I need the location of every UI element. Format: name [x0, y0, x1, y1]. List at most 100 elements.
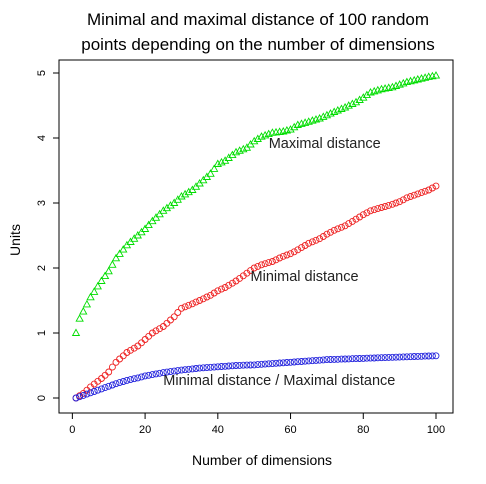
data-point: [388, 200, 396, 208]
data-point: [294, 358, 302, 366]
data-point: [148, 329, 156, 337]
data-point: [207, 291, 214, 299]
data-point: [257, 132, 266, 140]
data-point: [108, 363, 116, 371]
data-point: [253, 134, 262, 142]
data-point: [348, 99, 357, 107]
data-point: [432, 352, 440, 360]
data-point: [385, 353, 393, 361]
data-point: [199, 295, 207, 303]
series-ratio: [72, 352, 440, 402]
data-point: [104, 266, 113, 275]
data-point: [326, 109, 335, 117]
data-point: [127, 346, 134, 354]
data-point: [374, 205, 382, 213]
data-point: [410, 191, 418, 199]
data-point: [177, 191, 186, 200]
data-point: [123, 349, 131, 356]
data-point: [258, 360, 265, 368]
data-point: [221, 362, 229, 370]
data-point: [214, 287, 222, 295]
data-point: [319, 356, 327, 364]
data-point: [298, 358, 305, 365]
data-point: [294, 246, 302, 254]
data-point: [101, 384, 109, 392]
data-point: [261, 260, 269, 268]
data-point: [272, 359, 280, 367]
x-tick-label: 80: [357, 424, 369, 436]
x-tick-label: 40: [212, 424, 224, 436]
data-point: [105, 382, 113, 390]
data-point: [396, 353, 404, 361]
data-point: [315, 113, 324, 122]
data-point: [105, 368, 113, 376]
data-point: [308, 357, 316, 365]
data-point: [210, 289, 218, 297]
data-point: [162, 203, 172, 212]
data-point: [359, 211, 367, 219]
data-point: [218, 363, 225, 370]
annotation-label: Minimal distance / Maximal distance: [163, 373, 395, 389]
data-point: [141, 336, 149, 343]
data-point: [156, 325, 164, 333]
data-point: [94, 386, 102, 394]
data-point: [101, 371, 109, 379]
data-point: [250, 264, 258, 272]
data-point: [213, 159, 222, 167]
data-point: [428, 352, 436, 360]
data-point: [388, 82, 397, 91]
data-point: [82, 299, 92, 308]
data-point: [287, 358, 294, 366]
data-point: [385, 201, 393, 209]
data-point: [218, 285, 225, 293]
data-point: [337, 104, 346, 112]
data-point: [134, 374, 142, 382]
data-point: [239, 144, 248, 153]
data-point: [272, 256, 280, 264]
data-point: [363, 209, 371, 217]
data-point: [100, 271, 110, 280]
data-point: [356, 213, 364, 221]
y-tick-label: 2: [36, 265, 48, 271]
data-point: [381, 203, 389, 210]
data-point: [265, 360, 273, 368]
annotation-label: Minimal distance: [251, 269, 359, 285]
data-point: [378, 204, 385, 211]
y-tick-label: 5: [36, 70, 48, 76]
data-point: [283, 251, 291, 259]
data-point: [322, 110, 332, 119]
y-axis: 0 1 2 3 4 5: [36, 70, 60, 401]
data-point: [374, 354, 382, 362]
data-point: [276, 359, 284, 367]
data-point: [116, 379, 124, 387]
data-point: [159, 369, 167, 377]
data-point: [144, 220, 153, 229]
data-point: [188, 300, 196, 308]
data-point: [156, 369, 164, 377]
x-tick-label: 60: [284, 424, 296, 436]
data-point: [196, 297, 204, 304]
x-axis: 0 20 40 60 80 100: [69, 412, 445, 436]
data-point: [330, 226, 338, 234]
data-point: [115, 249, 124, 257]
data-point: [323, 230, 331, 238]
data-point: [290, 248, 298, 256]
x-tick-label: 100: [427, 424, 445, 436]
data-point: [141, 372, 149, 380]
data-point: [340, 102, 350, 111]
data-point: [178, 366, 185, 374]
data-point: [228, 279, 236, 287]
data-point: [351, 97, 361, 106]
data-point: [243, 361, 251, 369]
data-point: [163, 368, 171, 376]
data-point: [167, 368, 174, 376]
y-tick-label: 3: [36, 200, 48, 206]
data-point: [352, 355, 360, 363]
data-point: [108, 260, 117, 268]
data-point: [178, 304, 185, 312]
data-point: [90, 287, 99, 295]
series-max: [71, 71, 441, 336]
data-point: [428, 184, 436, 192]
data-point: [119, 378, 127, 385]
series-min: [72, 182, 440, 402]
